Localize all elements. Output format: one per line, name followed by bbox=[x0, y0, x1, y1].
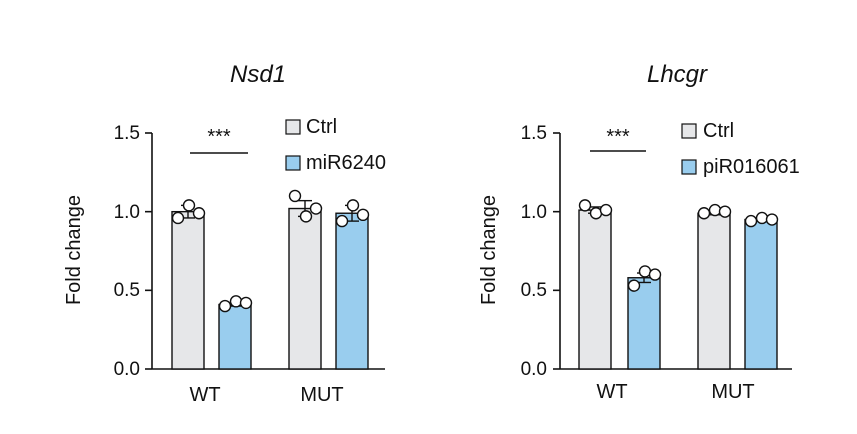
category-label-mut: MUT bbox=[711, 381, 754, 403]
data-point bbox=[335, 214, 349, 228]
data-point bbox=[356, 208, 370, 222]
data-point bbox=[218, 299, 232, 313]
data-point bbox=[309, 202, 323, 215]
y-axis-label: Fold change bbox=[63, 195, 85, 305]
data-point bbox=[288, 189, 302, 203]
bar bbox=[627, 277, 661, 370]
data-point bbox=[627, 279, 641, 292]
y-tick-label: 0.5 bbox=[114, 280, 140, 301]
chart-panel-lhcgr: Lhcgr Fold change *** Ctrl piR016061 WT … bbox=[478, 61, 800, 403]
data-point bbox=[578, 199, 592, 212]
category-label-wt: WT bbox=[189, 384, 220, 406]
bar bbox=[578, 209, 612, 370]
y-tick-label: 0.5 bbox=[521, 280, 547, 301]
chart-title: Nsd1 bbox=[230, 61, 286, 88]
chart-title: Lhcgr bbox=[647, 61, 708, 88]
significance-label: *** bbox=[606, 126, 630, 148]
y-tick-label: 1.5 bbox=[521, 123, 547, 144]
bar bbox=[288, 207, 322, 370]
category-label-wt: WT bbox=[596, 381, 627, 403]
legend-swatch-ctrl bbox=[681, 123, 697, 139]
y-tick-label: 0.0 bbox=[114, 359, 140, 380]
data-point bbox=[718, 205, 732, 218]
bar bbox=[171, 210, 205, 370]
category-label-mut: MUT bbox=[300, 384, 343, 406]
y-tick-label: 1.0 bbox=[114, 202, 140, 223]
y-tick-label: 1.5 bbox=[114, 123, 140, 144]
data-point bbox=[346, 199, 360, 212]
bar bbox=[335, 212, 369, 370]
legend-swatch-treatment bbox=[285, 155, 301, 171]
data-point bbox=[299, 210, 313, 223]
bar bbox=[697, 212, 731, 370]
legend-swatch-ctrl bbox=[285, 119, 301, 135]
data-point bbox=[755, 211, 769, 225]
data-point bbox=[708, 203, 722, 217]
y-tick-label: 0.0 bbox=[521, 359, 547, 380]
y-tick-label: 1.0 bbox=[521, 202, 547, 223]
data-point bbox=[182, 199, 196, 212]
bar bbox=[218, 303, 252, 370]
y-axis-label: Fold change bbox=[478, 195, 500, 305]
data-point bbox=[229, 295, 243, 308]
data-point bbox=[599, 203, 613, 217]
data-point bbox=[765, 213, 779, 226]
legend-label-ctrl: Ctrl bbox=[306, 116, 337, 138]
data-point bbox=[648, 268, 662, 281]
significance-label: *** bbox=[207, 126, 231, 148]
legend-label-treatment: piR016061 bbox=[703, 156, 800, 178]
bar-marks bbox=[145, 132, 385, 370]
bar-marks bbox=[553, 132, 792, 370]
data-point bbox=[192, 207, 206, 220]
data-point bbox=[697, 207, 711, 220]
legend-swatch-treatment bbox=[681, 159, 697, 175]
data-point bbox=[239, 296, 253, 310]
legend-label-treatment: miR6240 bbox=[306, 152, 386, 174]
chart-panel-nsd1: Nsd1 Fold change *** Ctrl miR6240 WT MUT… bbox=[63, 61, 386, 406]
legend-label-ctrl: Ctrl bbox=[703, 120, 734, 142]
data-point bbox=[171, 211, 185, 225]
bar bbox=[744, 218, 778, 370]
data-point bbox=[744, 214, 758, 228]
